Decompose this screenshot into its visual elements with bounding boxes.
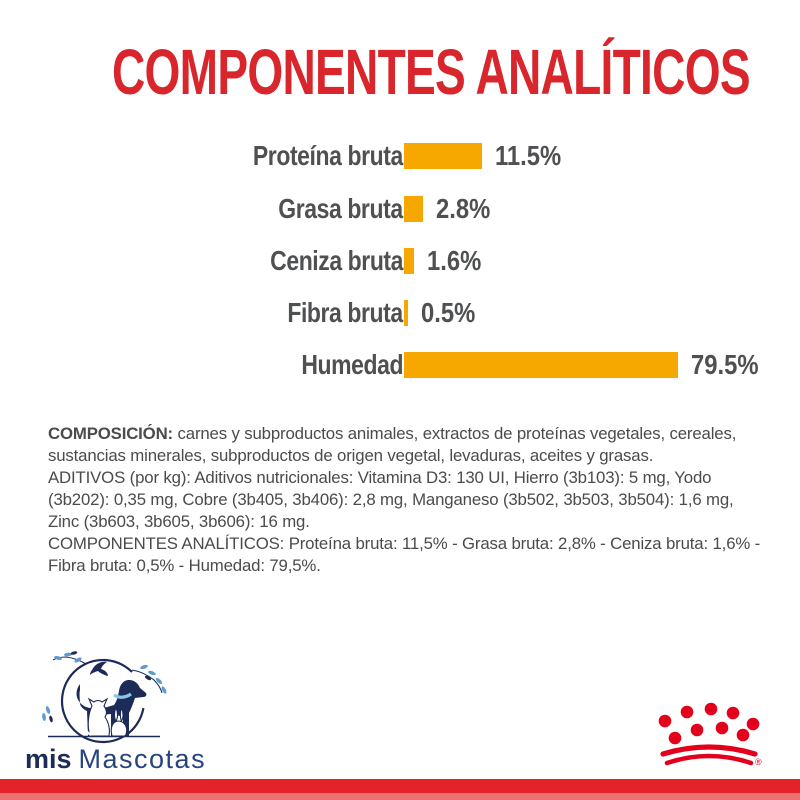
store-word-mis: mis [25, 744, 72, 774]
bird-icon [90, 661, 108, 676]
chart-row-proteina: Proteína bruta 11.5% [0, 140, 800, 171]
bar-value-proteina: 11.5% [495, 140, 562, 171]
composicion-label: COMPOSICIÓN: [48, 424, 173, 443]
bar-proteina [404, 143, 482, 169]
mis-mascotas-logo [42, 651, 167, 744]
chart-row-fibra: Fibra bruta 0.5% [0, 297, 800, 328]
bar-label-fibra: Fibra bruta [287, 297, 404, 328]
bar-value-fibra: 0.5% [421, 297, 476, 328]
bar-value-ceniza: 1.6% [427, 245, 482, 276]
composicion-body: carnes y subproductos animales, extracto… [48, 424, 737, 465]
chart-row-grasa: Grasa bruta 2.8% [0, 193, 800, 224]
page-title: COMPONENTES ANALÍTICOS [112, 36, 751, 108]
componentes-paragraph: COMPONENTES ANALÍTICOS: Proteína bruta: … [48, 534, 761, 575]
bar-label-humedad: Humedad [301, 349, 403, 380]
bar-grasa [404, 196, 423, 222]
bottom-red-band [0, 779, 800, 793]
bar-humedad [404, 352, 678, 378]
bar-label-ceniza: Ceniza bruta [270, 245, 403, 276]
bottom-red-band-fade [0, 793, 800, 800]
composicion-paragraph: COMPOSICIÓN: carnes y subproductos anima… [48, 423, 764, 467]
bar-label-grasa: Grasa bruta [278, 193, 404, 224]
registered-trademark: ® [755, 757, 762, 767]
bar-label-proteina: Proteína bruta [253, 140, 403, 171]
chart-row-humedad: Humedad 79.5% [0, 349, 800, 380]
royal-canin-crown-icon: ® [658, 702, 762, 767]
bar-ceniza [404, 248, 414, 274]
aditivos-paragraph: ADITIVOS (por kg): Aditivos nutricionale… [48, 468, 734, 531]
chart-row-ceniza: Ceniza bruta 1.6% [0, 245, 800, 276]
bar-value-grasa: 2.8% [436, 193, 491, 224]
dog-collar [113, 692, 132, 699]
mis-mascotas-wordmark: mis Mascotas [25, 744, 206, 775]
bar-fibra [404, 300, 408, 326]
cat-silhouette [84, 697, 110, 737]
store-word-mascotas: Mascotas [78, 744, 207, 774]
rabbit-silhouette [110, 706, 128, 737]
branch-leaves [42, 651, 167, 723]
ingredients-text-block: COMPOSICIÓN: carnes y subproductos anima… [48, 423, 764, 577]
bar-value-humedad: 79.5% [691, 349, 759, 380]
